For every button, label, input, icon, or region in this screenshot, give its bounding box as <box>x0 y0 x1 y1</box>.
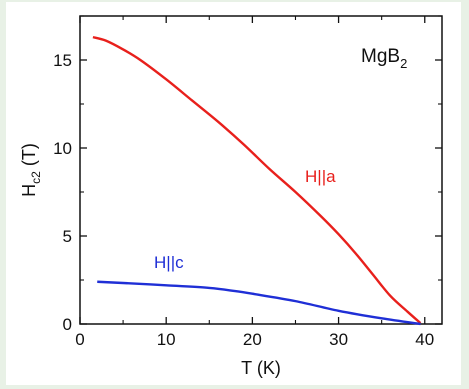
y-tick-label: 10 <box>53 139 72 158</box>
y-axis-label: Hc2 (T) <box>19 143 43 197</box>
material-annotation-sub: 2 <box>400 56 407 71</box>
chart-labels: 0 10 20 30 40 0 5 10 15 T (K) Hc2 (T) MgB2 H||a H||c <box>19 46 434 378</box>
axis-ticks <box>79 15 442 325</box>
x-tick-label: 10 <box>157 330 176 349</box>
x-axis-label: T (K) <box>241 358 281 378</box>
y-tick-label: 15 <box>53 51 72 70</box>
series-line <box>97 280 421 326</box>
x-tick-label: 0 <box>75 330 84 349</box>
data-series <box>92 35 422 326</box>
material-annotation-main: MgB <box>361 46 400 67</box>
y-axis-label-sub: c2 <box>29 171 43 184</box>
y-axis-label-unit: (T) <box>19 143 39 171</box>
y-tick-label: 0 <box>63 315 72 334</box>
series-label: H||a <box>305 167 336 186</box>
x-tick-label: 40 <box>415 330 434 349</box>
y-tick-label: 5 <box>63 227 72 246</box>
x-tick-label: 30 <box>329 330 348 349</box>
material-annotation: MgB2 <box>361 46 407 71</box>
series-line <box>92 35 422 325</box>
hc2-chart: 0 10 20 30 40 0 5 10 15 T (K) Hc2 (T) MgB2 H||a H||c <box>19 15 443 378</box>
y-axis-label-main: H <box>19 184 39 197</box>
x-tick-label: 20 <box>243 330 262 349</box>
chart-frame: 0 10 20 30 40 0 5 10 15 T (K) Hc2 (T) MgB2 H||a H||c <box>6 2 461 385</box>
plot-area <box>79 15 443 325</box>
series-label: H||c <box>154 253 184 272</box>
